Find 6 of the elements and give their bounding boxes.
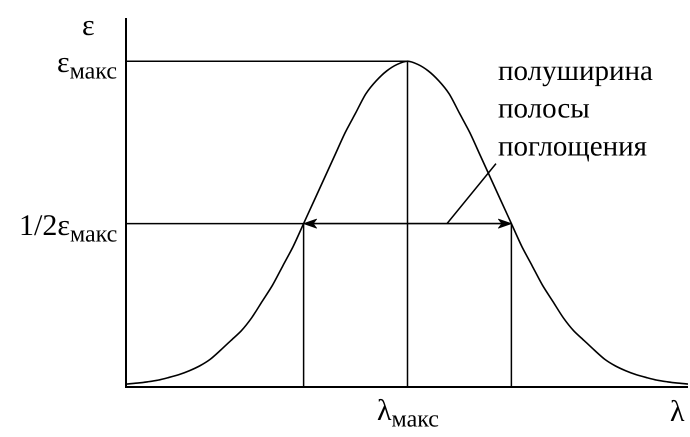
annotation: полуширина полосы поглощения bbox=[498, 55, 653, 162]
ref-line-label: ε$_{макс}$ bbox=[57, 46, 117, 84]
ref-line-label: 1/2ε$_{макс}$ bbox=[19, 209, 118, 248]
x-axis-title: λ bbox=[670, 395, 685, 428]
text: λ$_{макс}$ bbox=[377, 394, 439, 432]
y-axis-title: ε bbox=[82, 9, 95, 42]
